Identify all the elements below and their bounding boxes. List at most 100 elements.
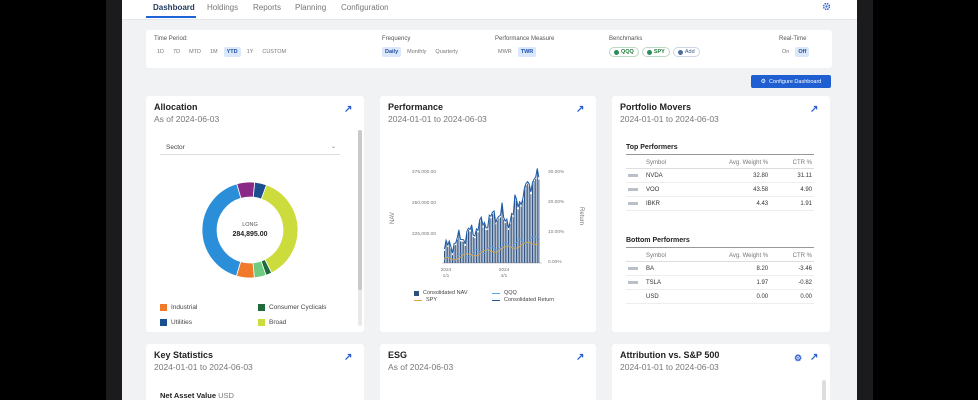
nvda-logo bbox=[628, 173, 638, 177]
nav-bar bbox=[479, 221, 481, 263]
top-performers-table: Symbol Avg. Weight % CTR % NVDA 32.80 31… bbox=[626, 158, 814, 211]
add-benchmark-label: Add bbox=[684, 49, 695, 55]
table-row[interactable]: USD 0.00 0.00 bbox=[626, 289, 814, 304]
gear-icon: ⚙ bbox=[760, 79, 767, 85]
donut-slice[interactable] bbox=[260, 184, 299, 274]
realtime-on[interactable]: On bbox=[782, 49, 790, 55]
expand-arrow-icon[interactable]: ↗ bbox=[344, 352, 353, 363]
x-tick-year: 2024 bbox=[499, 267, 510, 273]
table-row[interactable]: BA 8.20 -3.46 bbox=[626, 261, 814, 276]
legend-consumer-cyclicals[interactable]: Consumer Cyclicals bbox=[258, 304, 326, 311]
scrollbar-thumb[interactable] bbox=[358, 130, 362, 290]
performance-title: Performance bbox=[388, 102, 444, 112]
nav-bar bbox=[520, 206, 522, 263]
time-option-mtd[interactable]: MTD bbox=[189, 49, 201, 55]
legend-label: Utilities bbox=[171, 319, 192, 326]
configure-dashboard-button[interactable]: ⚙ Configure Dashboard bbox=[751, 75, 831, 88]
expand-arrow-icon[interactable]: ↗ bbox=[576, 352, 585, 363]
donut-slice[interactable] bbox=[201, 183, 242, 277]
table-row[interactable]: IBKR 4.43 1.91 bbox=[626, 196, 814, 211]
consolidated-return-line bbox=[443, 168, 540, 254]
nav-label-text: Net Asset Value bbox=[160, 391, 216, 400]
section-divider bbox=[626, 154, 814, 155]
table-row[interactable]: TSLA 1.97 -0.82 bbox=[626, 275, 814, 290]
time-option-1y[interactable]: 1Y bbox=[246, 49, 254, 55]
allocation-group-select[interactable]: Sector ⌄ bbox=[160, 140, 340, 155]
device-bezel-right bbox=[857, 0, 873, 400]
movers-subtitle: 2024-01-01 to 2024-06-03 bbox=[620, 114, 719, 124]
spy-series-line bbox=[443, 241, 539, 261]
time-option-7d[interactable]: 7D bbox=[173, 49, 181, 55]
legend-broad[interactable]: Broad bbox=[258, 319, 286, 326]
nav-bar bbox=[453, 245, 455, 263]
bottom-performers-table: Symbol Avg. Weight % CTR % BA 8.20 -3.46… bbox=[626, 251, 814, 304]
expand-arrow-icon[interactable]: ↗ bbox=[810, 104, 819, 115]
attribution-subtitle: 2024-01-01 to 2024-06-03 bbox=[620, 362, 719, 372]
tab-configuration[interactable]: Configuration bbox=[341, 3, 389, 12]
nav-bar bbox=[488, 217, 490, 263]
symbol-cell: VOO bbox=[644, 182, 690, 197]
attribution-scrollbar[interactable] bbox=[822, 380, 826, 400]
ctr-cell: -0.82 bbox=[770, 275, 814, 290]
configure-dashboard-label: Configure Dashboard bbox=[769, 78, 822, 85]
tab-holdings[interactable]: Holdings bbox=[207, 3, 239, 12]
nav-bar bbox=[500, 217, 501, 263]
nav-bar bbox=[509, 224, 511, 263]
legend-label: Industrial bbox=[171, 304, 198, 311]
measure-mwr[interactable]: MWR bbox=[498, 49, 512, 55]
gear-icon[interactable]: ⚙ bbox=[794, 353, 803, 363]
gear-icon[interactable] bbox=[822, 2, 831, 11]
legend-qqq[interactable]: QQQ bbox=[492, 290, 517, 296]
table-row[interactable]: NVDA 32.80 31.11 bbox=[626, 168, 814, 183]
donut-center-value: 284,895.00 bbox=[232, 231, 268, 238]
legend-label: Consolidated Return bbox=[504, 297, 555, 303]
nav-bar bbox=[525, 185, 527, 263]
expand-arrow-icon[interactable]: ↗ bbox=[576, 104, 585, 115]
nav-bar bbox=[492, 214, 493, 263]
legend-utilities[interactable]: Utilities bbox=[160, 319, 192, 326]
tsla-logo bbox=[628, 280, 638, 284]
performance-subtitle: 2024-01-01 to 2024-06-03 bbox=[388, 114, 487, 124]
expand-arrow-icon[interactable]: ↗ bbox=[344, 104, 353, 115]
nav-bar bbox=[455, 245, 457, 263]
donut-center-label: LONG bbox=[242, 222, 258, 228]
legend-industrial[interactable]: Industrial bbox=[160, 304, 197, 311]
time-option-ytd[interactable]: YTD bbox=[223, 47, 241, 57]
section-divider bbox=[626, 247, 814, 248]
nav-axis-label: NAV bbox=[390, 212, 396, 224]
tab-dashboard[interactable]: Dashboard bbox=[153, 3, 195, 12]
legend-consolidated-nav[interactable]: Consolidated NAV bbox=[414, 290, 468, 296]
return-tick: 0.00% bbox=[548, 259, 562, 265]
benchmark-spy-label: SPY bbox=[653, 49, 665, 55]
qqq-series-line bbox=[443, 235, 539, 261]
frequency-quarterly[interactable]: Quarterly bbox=[435, 49, 459, 55]
nav-bar bbox=[447, 247, 449, 263]
tab-planning[interactable]: Planning bbox=[295, 3, 327, 12]
expand-arrow-icon[interactable]: ↗ bbox=[810, 352, 819, 363]
allocation-select-value: Sector bbox=[166, 144, 185, 151]
frequency-monthly[interactable]: Monthly bbox=[407, 49, 427, 55]
time-option-1d[interactable]: 1D bbox=[157, 49, 165, 55]
legend-swatch bbox=[258, 304, 265, 311]
time-option-1m[interactable]: 1M bbox=[209, 49, 218, 55]
allocation-subtitle: As of 2024-06-03 bbox=[154, 114, 220, 124]
tab-reports[interactable]: Reports bbox=[253, 3, 282, 12]
time-option-custom[interactable]: CUSTOM bbox=[262, 49, 287, 55]
key-statistics-card: Key Statistics 2024-01-01 to 2024-06-03 … bbox=[146, 344, 364, 400]
measure-twr[interactable]: TWR bbox=[517, 47, 537, 57]
col-ctr: CTR % bbox=[770, 251, 814, 262]
donut-slice[interactable] bbox=[252, 181, 267, 200]
x-tick-date: 4/1 bbox=[501, 273, 508, 279]
nav-bar bbox=[514, 196, 516, 263]
add-benchmark-button[interactable]: Add bbox=[672, 47, 700, 57]
legend-spy[interactable]: SPY bbox=[414, 297, 437, 303]
realtime-off[interactable]: Off bbox=[795, 47, 810, 57]
benchmark-spy[interactable]: SPY bbox=[641, 47, 670, 57]
frequency-daily[interactable]: Daily bbox=[382, 47, 402, 57]
allocation-scrollbar[interactable] bbox=[358, 130, 362, 326]
legend-consolidated-return[interactable]: Consolidated Return bbox=[492, 297, 554, 303]
table-row[interactable]: VOO 43.58 4.90 bbox=[626, 182, 814, 197]
nav-bar bbox=[538, 179, 540, 263]
nav-bar bbox=[503, 219, 505, 263]
benchmark-qqq[interactable]: QQQ bbox=[609, 47, 639, 57]
